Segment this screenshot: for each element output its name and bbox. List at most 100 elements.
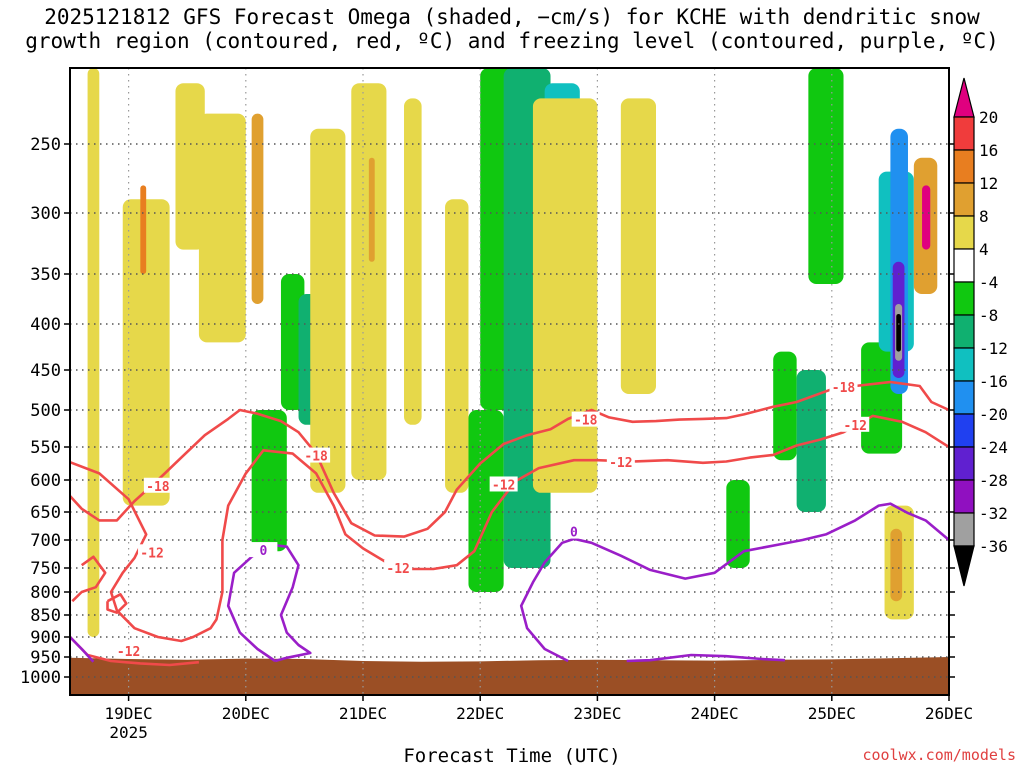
contour-label-bg xyxy=(143,477,172,493)
omega-shaded-region xyxy=(532,98,598,493)
contour-label-bg xyxy=(114,643,143,658)
contour-label-bg xyxy=(829,378,858,394)
y-tick-label: 550 xyxy=(30,438,61,458)
y-tick-label: 600 xyxy=(30,471,61,491)
colorbar-top-arrow xyxy=(953,77,975,118)
y-tick-label: 300 xyxy=(30,204,61,224)
omega-shaded-region xyxy=(773,351,797,461)
y-tick-label: 650 xyxy=(30,503,61,523)
y-tick-label: 450 xyxy=(30,361,61,381)
omega-shaded-region xyxy=(198,113,246,343)
omega-shaded-region xyxy=(310,128,346,493)
x-tick-label: 23DEC xyxy=(573,704,621,723)
colorbar-label: -28 xyxy=(979,471,1008,490)
y-tick-label: 750 xyxy=(30,559,61,579)
omega-shaded-region xyxy=(896,314,901,352)
colorbar-label: -32 xyxy=(979,504,1008,523)
omega-shaded-region xyxy=(122,199,170,506)
contour-label: -18 xyxy=(832,381,856,396)
omega-shaded-region xyxy=(87,68,100,637)
x-tick-label: 26DEC xyxy=(925,704,973,723)
contour-freezing-level-1 xyxy=(226,543,312,663)
colorbar-bin xyxy=(953,380,975,415)
x-axis-label: Forecast Time (UTC) xyxy=(403,745,621,767)
contour-freezing-level-3 xyxy=(626,653,785,663)
contour-dgz-lower-pocket xyxy=(71,555,107,603)
omega-shaded-region xyxy=(351,83,387,480)
colorbar-label: -36 xyxy=(979,537,1008,556)
omega-shaded-region xyxy=(175,83,205,250)
colorbar-bin xyxy=(953,446,975,481)
contour-label-bg xyxy=(384,560,413,575)
colorbar-label: 12 xyxy=(979,174,998,193)
y-tick-label: 950 xyxy=(30,648,61,668)
y-tick-label: 800 xyxy=(30,583,61,603)
contour-label: -12 xyxy=(386,562,409,577)
omega-shaded-region xyxy=(922,185,931,250)
colorbar-bin xyxy=(953,215,975,250)
contour-label: -18 xyxy=(574,414,598,429)
colorbar-bin xyxy=(953,512,975,547)
omega-shaded-region xyxy=(468,410,504,592)
chart-title-line-2: growth region (contoured, red, ºC) and f… xyxy=(25,29,999,53)
colorbar-bottom-arrow xyxy=(953,545,975,587)
contour-dgz-lower xyxy=(69,414,950,643)
contour-freezing-level-4 xyxy=(69,636,95,663)
x-tick-label: 21DEC xyxy=(339,704,387,723)
y-tick-label: 1000 xyxy=(20,668,61,688)
colorbar-label: -4 xyxy=(979,273,998,292)
x-tick-label: 25DEC xyxy=(808,704,856,723)
contour-label: -12 xyxy=(492,478,515,493)
colorbar-bin xyxy=(953,479,975,514)
colorbar-bin xyxy=(953,182,975,217)
omega-shaded-region xyxy=(140,185,147,274)
x-tick-label: 24DEC xyxy=(691,704,739,723)
x-tick-label: 20DEC xyxy=(222,704,270,723)
omega-shaded-region xyxy=(404,98,422,425)
contour-label: -12 xyxy=(117,645,140,660)
colorbar-bin xyxy=(953,281,975,316)
colorbar-bin xyxy=(953,248,975,283)
contour-label-bg xyxy=(841,416,870,432)
contour-label: -12 xyxy=(609,456,632,471)
contour-label-bg xyxy=(489,476,518,492)
omega-shaded-region xyxy=(726,480,750,568)
contour-label-bg xyxy=(249,542,278,558)
y-tick-label: 350 xyxy=(30,265,61,285)
colorbar-label: -12 xyxy=(979,339,1008,358)
colorbar-label: -16 xyxy=(979,372,1008,391)
contour-label-bg xyxy=(138,544,167,560)
y-tick-label: 900 xyxy=(30,628,61,648)
contour-label: -12 xyxy=(140,546,163,561)
contour-label: 0 xyxy=(259,544,267,559)
omega-shaded-region xyxy=(445,199,469,493)
contour-label: 0 xyxy=(570,526,578,541)
x-tick-label: 22DEC xyxy=(456,704,504,723)
colorbar-bin xyxy=(953,149,975,184)
omega-shaded-region xyxy=(808,68,844,284)
colorbar-bin xyxy=(953,116,975,151)
site-credit: coolwx.com/models xyxy=(862,746,1016,764)
contour-label: -12 xyxy=(843,419,866,434)
y-tick-label: 400 xyxy=(30,315,61,335)
contour-label-bg xyxy=(302,447,331,463)
colorbar-label: -20 xyxy=(979,405,1008,424)
y-tick-label: 850 xyxy=(30,606,61,626)
colorbar-label: -8 xyxy=(979,306,998,325)
omega-shaded-region xyxy=(280,274,305,410)
omega-shaded-region xyxy=(890,528,903,602)
contour-label: -18 xyxy=(146,480,170,495)
x-tick-label: 19DEC xyxy=(105,704,153,723)
chart-title-line-1: 2025121812 GFS Forecast Omega (shaded, −… xyxy=(44,5,980,29)
colorbar-label: 16 xyxy=(979,141,998,160)
contour-freezing-level-2 xyxy=(519,502,950,663)
colorbar-bin xyxy=(953,314,975,349)
contour-label-bg xyxy=(606,454,635,470)
omega-shaded-region xyxy=(251,113,264,304)
plot-frame xyxy=(69,67,950,696)
colorbar-label: 20 xyxy=(979,108,998,127)
y-tick-label: 700 xyxy=(30,531,61,551)
contour-dgz-upper xyxy=(69,380,950,538)
y-tick-label: 250 xyxy=(30,135,61,155)
